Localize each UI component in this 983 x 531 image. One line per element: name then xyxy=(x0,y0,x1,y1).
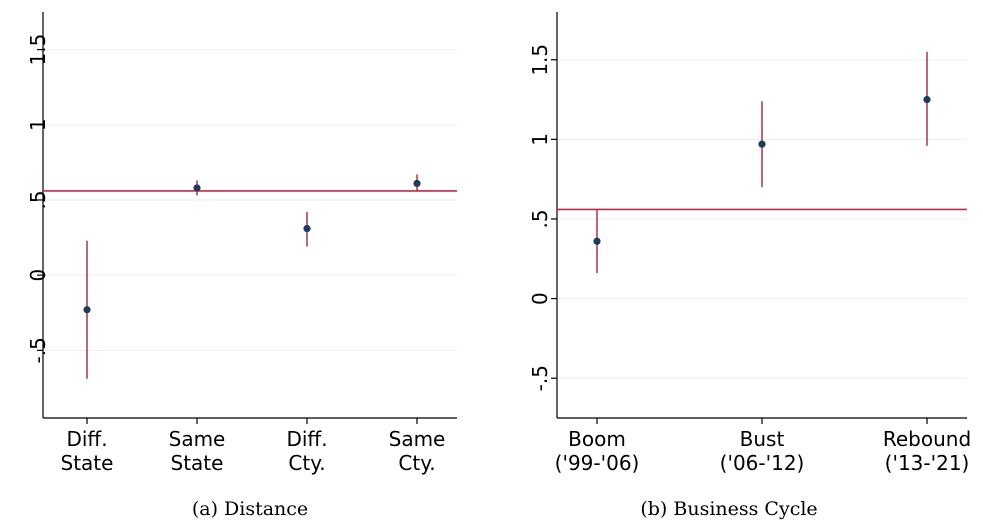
x-tick-label-0-1: State xyxy=(61,451,114,475)
panel-caption: (b) Business Cycle xyxy=(640,498,817,520)
point-estimate-3 xyxy=(413,179,421,188)
y-tick-label-0: -.5 xyxy=(26,337,50,363)
point-estimate-1 xyxy=(193,184,201,192)
point-estimate-0 xyxy=(83,306,91,314)
x-tick-label-1-0: Same xyxy=(169,427,226,451)
x-tick-label-2-1: ('13-'21) xyxy=(885,451,970,475)
point-estimate-2 xyxy=(923,95,931,104)
y-tick-label-2: .5 xyxy=(26,190,50,209)
panel-distance: -.50.511.5Diff.StateSameStateDiff.Cty.Sa… xyxy=(26,12,457,520)
x-tick-label-1-1: ('06-'12) xyxy=(720,451,805,475)
y-tick-label-0: -.5 xyxy=(528,365,552,391)
x-tick-label-0-0: Diff. xyxy=(66,427,107,451)
panel-business-cycle: -.5 0 .5 1 1.5 Boom('99-'06) Bust('06-'12) Rebo… xyxy=(528,12,971,520)
point-estimate-0 xyxy=(593,237,601,245)
x-tick-label-3-1: Cty. xyxy=(398,451,435,475)
point-estimate-1 xyxy=(758,140,766,148)
y-tick-label-4: 1.5 xyxy=(528,44,552,76)
panel-caption: (a) Distance xyxy=(192,498,308,520)
x-tick-label-0-0: Boom xyxy=(568,427,626,451)
y-tick-label-4: 1.5 xyxy=(26,34,50,66)
x-tick-label-1-1: State xyxy=(171,451,224,475)
point-estimate-2 xyxy=(303,224,311,233)
x-tick-label-0-1: ('99-'06) xyxy=(555,451,640,475)
y-tick-label-2: .5 xyxy=(528,209,552,228)
x-tick-label-1-0: Bust xyxy=(740,427,785,451)
x-tick-label-3-0: Same xyxy=(389,427,446,451)
y-tick-label-3: 1 xyxy=(26,118,50,131)
x-tick-label-2-0: Rebound xyxy=(883,427,971,451)
x-tick-label-2-1: Cty. xyxy=(288,451,325,475)
y-tick-label-1: 0 xyxy=(528,292,552,305)
y-tick-label-1: 0 xyxy=(26,269,50,282)
x-tick-label-2-0: Diff. xyxy=(286,427,327,451)
y-tick-label-3: 1 xyxy=(528,133,552,146)
